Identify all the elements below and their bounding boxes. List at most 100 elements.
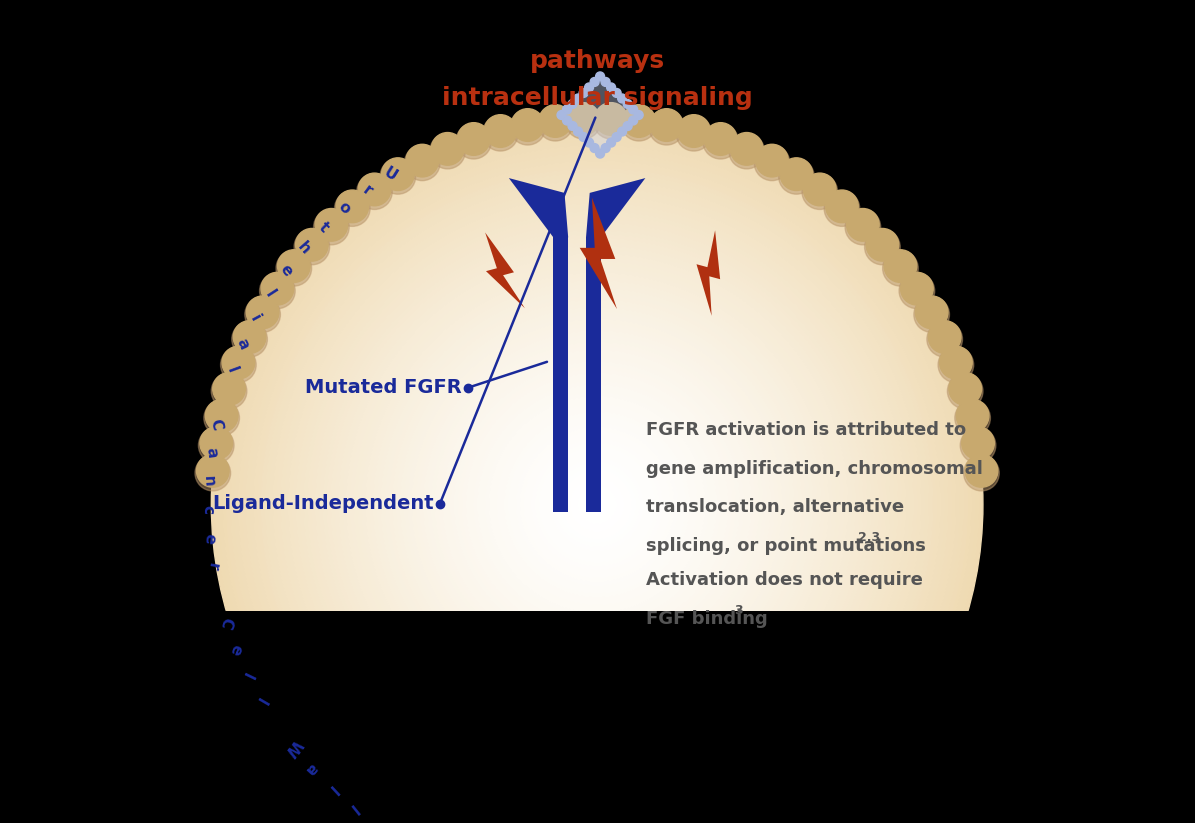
Circle shape	[678, 114, 710, 147]
Circle shape	[802, 174, 838, 210]
Circle shape	[219, 127, 975, 823]
Circle shape	[528, 435, 667, 574]
Circle shape	[629, 116, 638, 125]
Circle shape	[388, 296, 805, 713]
Circle shape	[319, 226, 875, 783]
Circle shape	[458, 123, 490, 156]
Circle shape	[221, 347, 256, 383]
Circle shape	[331, 239, 863, 770]
Circle shape	[198, 428, 234, 463]
Text: a: a	[233, 336, 251, 351]
Circle shape	[204, 400, 239, 436]
Circle shape	[447, 354, 748, 655]
Circle shape	[584, 83, 594, 92]
Circle shape	[222, 346, 255, 379]
Text: n: n	[201, 476, 216, 487]
Circle shape	[404, 312, 790, 697]
Circle shape	[584, 138, 594, 147]
Polygon shape	[586, 178, 645, 237]
Circle shape	[595, 103, 627, 135]
Circle shape	[557, 110, 566, 119]
Text: C: C	[208, 418, 225, 432]
Circle shape	[261, 272, 294, 305]
Circle shape	[385, 292, 809, 717]
Circle shape	[412, 319, 783, 690]
Circle shape	[276, 250, 312, 286]
Circle shape	[566, 474, 629, 536]
Circle shape	[404, 145, 440, 180]
Circle shape	[504, 412, 690, 597]
Circle shape	[451, 358, 743, 651]
Text: C: C	[217, 615, 234, 630]
Circle shape	[485, 393, 709, 616]
Circle shape	[462, 370, 733, 639]
Circle shape	[400, 308, 793, 701]
Circle shape	[335, 191, 370, 226]
Circle shape	[407, 315, 786, 694]
Circle shape	[612, 89, 621, 97]
Circle shape	[200, 427, 233, 459]
Text: l: l	[252, 695, 268, 706]
Circle shape	[397, 304, 798, 705]
Circle shape	[780, 158, 813, 190]
Circle shape	[914, 297, 950, 332]
Circle shape	[779, 159, 814, 194]
Circle shape	[281, 188, 913, 821]
Circle shape	[538, 105, 574, 141]
Circle shape	[607, 83, 615, 92]
Text: l: l	[223, 365, 239, 375]
Circle shape	[416, 323, 778, 686]
Circle shape	[676, 115, 711, 151]
Circle shape	[846, 208, 880, 241]
Circle shape	[243, 150, 952, 823]
Circle shape	[470, 377, 724, 632]
Circle shape	[294, 229, 330, 265]
Circle shape	[494, 400, 701, 609]
Circle shape	[295, 229, 329, 261]
Circle shape	[563, 116, 571, 125]
Bar	[553, 237, 568, 512]
Circle shape	[547, 454, 648, 555]
Circle shape	[313, 209, 349, 245]
Circle shape	[729, 133, 765, 169]
Circle shape	[962, 427, 994, 459]
Text: W: W	[282, 737, 304, 759]
Circle shape	[213, 373, 245, 405]
Text: splicing, or point mutations: splicing, or point mutations	[646, 537, 926, 555]
Circle shape	[612, 133, 621, 142]
Circle shape	[206, 399, 238, 432]
Circle shape	[497, 404, 698, 605]
Circle shape	[578, 486, 617, 523]
Circle shape	[554, 462, 639, 547]
Circle shape	[381, 289, 813, 721]
Circle shape	[501, 408, 693, 601]
Circle shape	[269, 177, 925, 823]
Circle shape	[350, 258, 844, 751]
Circle shape	[277, 184, 918, 823]
Circle shape	[478, 385, 717, 624]
Circle shape	[649, 109, 685, 145]
Circle shape	[212, 374, 247, 409]
Circle shape	[259, 273, 295, 309]
Circle shape	[516, 424, 678, 585]
Circle shape	[195, 455, 231, 491]
Text: l: l	[325, 782, 338, 797]
Circle shape	[231, 138, 963, 823]
Circle shape	[939, 346, 973, 379]
Text: 3: 3	[734, 603, 742, 616]
Circle shape	[378, 285, 817, 724]
Circle shape	[215, 123, 979, 823]
Circle shape	[558, 466, 636, 543]
Circle shape	[803, 173, 836, 206]
Circle shape	[232, 322, 268, 357]
Circle shape	[456, 123, 491, 159]
Circle shape	[315, 223, 878, 786]
Circle shape	[629, 105, 638, 114]
Circle shape	[435, 342, 759, 667]
Circle shape	[238, 146, 956, 823]
Circle shape	[593, 104, 629, 139]
Circle shape	[574, 94, 582, 103]
Text: l: l	[239, 670, 255, 681]
Text: a: a	[302, 760, 320, 778]
Circle shape	[574, 481, 620, 528]
